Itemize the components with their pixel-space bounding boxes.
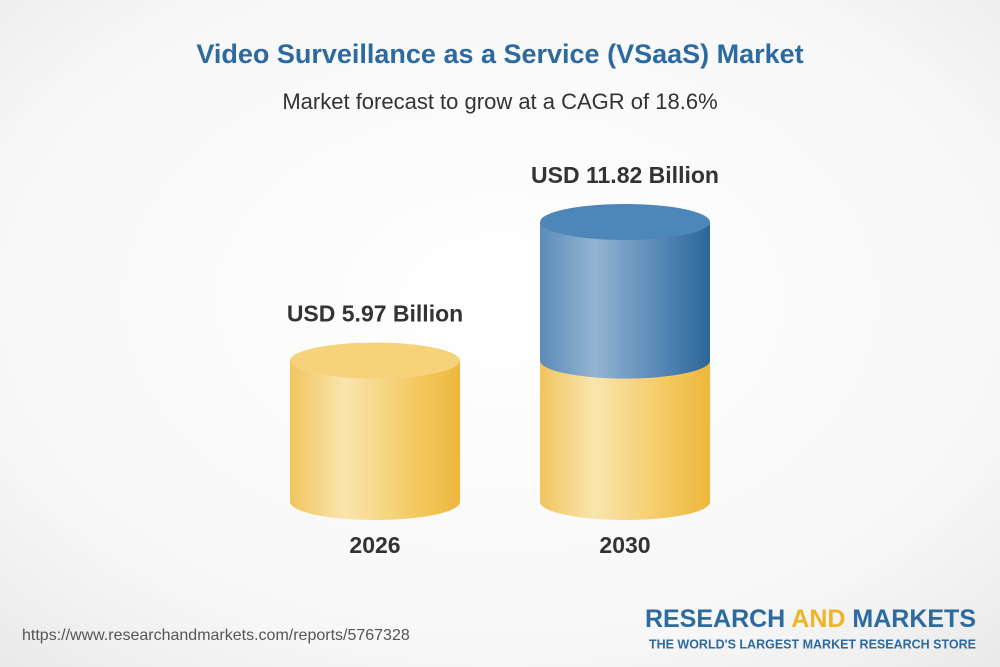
cylinder bbox=[290, 360, 460, 520]
chart-title: Video Surveillance as a Service (VSaaS) … bbox=[196, 39, 803, 69]
cylinder-base bbox=[540, 342, 710, 520]
x-tick-label: 2030 bbox=[599, 532, 650, 558]
value-label: USD 5.97 Billion bbox=[287, 301, 463, 327]
value-label: USD 11.82 Billion bbox=[531, 162, 719, 188]
chart-subtitle: Market forecast to grow at a CAGR of 18.… bbox=[282, 89, 717, 114]
logo-word: AND bbox=[791, 605, 845, 633]
cylinder-top bbox=[290, 342, 460, 379]
logo-tagline: THE WORLD'S LARGEST MARKET RESEARCH STOR… bbox=[649, 637, 976, 651]
logo-word: RESEARCH bbox=[645, 605, 785, 633]
logo-word: MARKETS bbox=[852, 605, 976, 633]
source-url: https://www.researchandmarkets.com/repor… bbox=[22, 627, 410, 644]
x-tick-label: 2026 bbox=[349, 532, 400, 558]
logo: RESEARCH AND MARKETS bbox=[645, 605, 976, 633]
cylinder-top bbox=[540, 204, 710, 240]
cylinder bbox=[540, 222, 710, 379]
